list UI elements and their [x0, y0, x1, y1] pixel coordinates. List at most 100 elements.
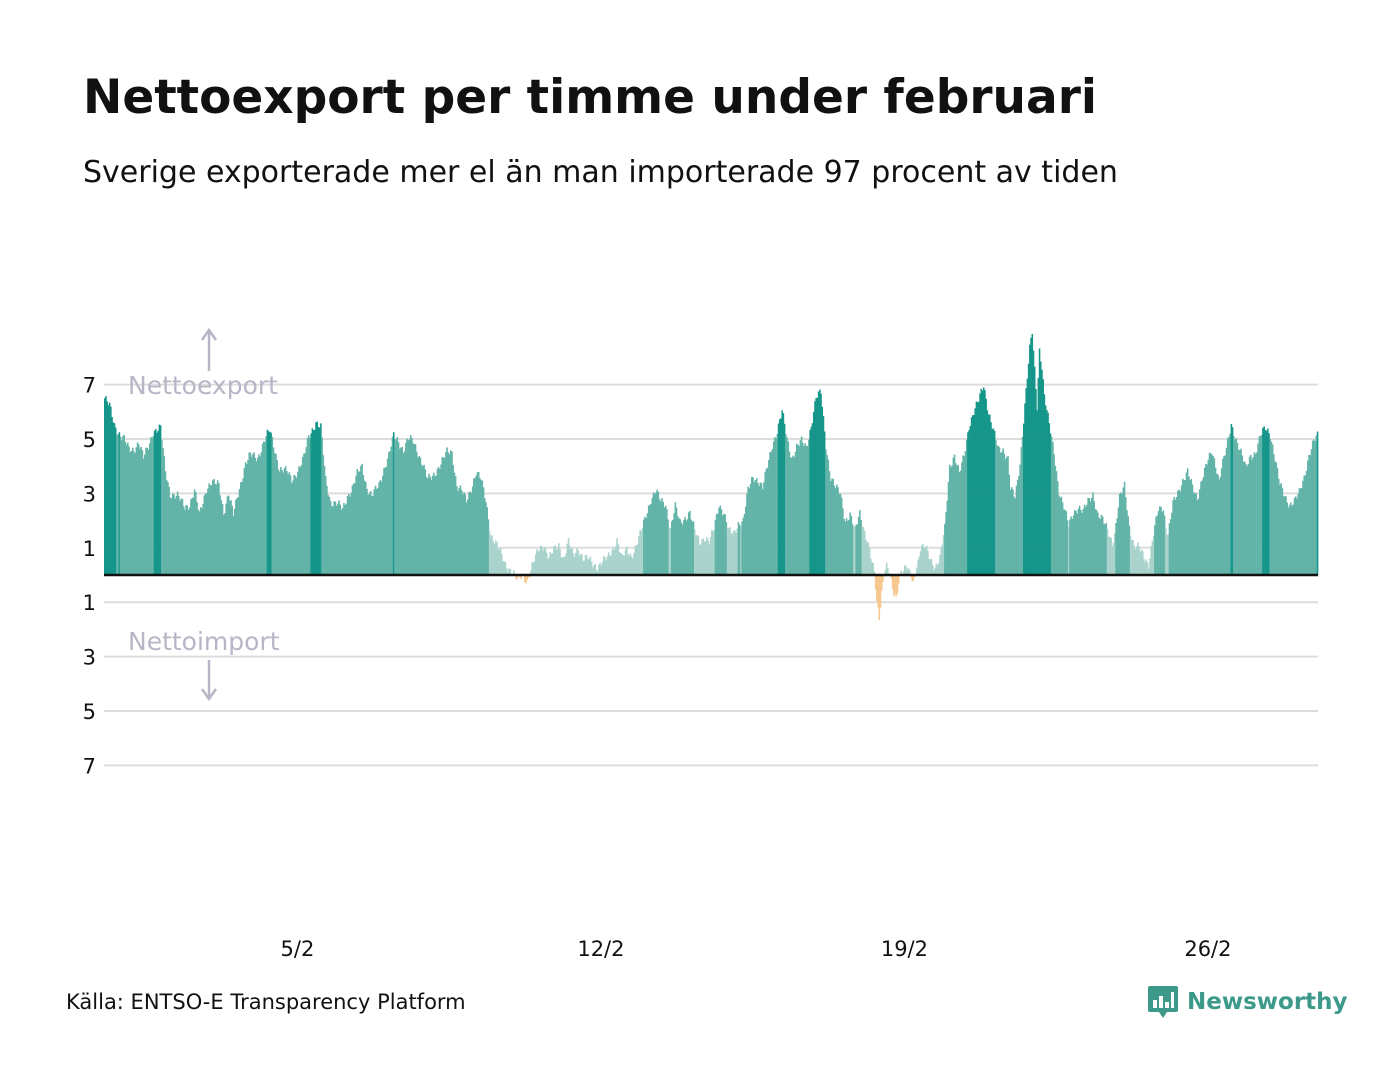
bar	[564, 556, 566, 575]
bar	[1106, 528, 1109, 575]
bar	[1310, 449, 1313, 575]
bar	[164, 471, 167, 575]
bar	[218, 483, 220, 575]
bar	[592, 567, 594, 575]
bar	[373, 489, 376, 575]
bar	[1179, 491, 1182, 575]
bar	[946, 500, 949, 575]
bar	[191, 498, 193, 575]
bar	[1029, 344, 1031, 575]
bar	[757, 483, 759, 575]
bar	[1246, 466, 1248, 575]
bar	[942, 534, 945, 575]
bar	[785, 434, 787, 575]
bar	[1307, 460, 1309, 575]
bar	[192, 497, 195, 575]
bar	[555, 549, 558, 575]
bar	[1043, 394, 1046, 575]
bar	[639, 529, 641, 575]
bar	[837, 487, 839, 575]
bar	[409, 435, 412, 575]
bar	[345, 503, 348, 575]
bar	[1218, 479, 1221, 575]
bar	[159, 425, 162, 575]
bar	[675, 507, 678, 575]
bar	[221, 504, 224, 575]
bar	[922, 543, 924, 575]
bar	[1128, 525, 1131, 575]
bar	[1297, 494, 1299, 575]
bar	[1305, 470, 1308, 575]
bar	[611, 550, 614, 575]
bar	[1146, 562, 1149, 575]
bar	[780, 418, 782, 575]
bar	[612, 547, 615, 575]
bar	[684, 517, 686, 575]
bar	[1178, 489, 1180, 575]
bar	[532, 562, 535, 575]
bar	[573, 556, 576, 575]
bar	[225, 503, 227, 575]
bar	[1263, 426, 1265, 575]
bar	[890, 575, 893, 579]
bar	[861, 526, 864, 575]
bar	[933, 570, 935, 575]
bar	[465, 502, 468, 575]
bar	[763, 482, 765, 575]
bar	[445, 451, 447, 575]
bar	[872, 562, 875, 575]
bar	[305, 447, 308, 575]
bar	[505, 568, 508, 575]
bar	[507, 571, 509, 575]
bar	[556, 548, 559, 575]
bar	[1121, 493, 1123, 575]
bar	[706, 537, 708, 575]
source-note: Källa: ENTSO-E Transparency Platform	[66, 990, 466, 1014]
x-tick-label: 26/2	[1184, 937, 1231, 961]
bar	[440, 464, 442, 575]
bar	[1041, 369, 1043, 575]
bar	[1097, 512, 1099, 575]
bar	[420, 464, 423, 575]
bar	[768, 459, 770, 575]
bar	[827, 459, 830, 575]
bar	[877, 575, 879, 608]
bar	[613, 549, 616, 575]
bar	[887, 568, 889, 575]
bar	[1286, 502, 1288, 575]
bar	[1056, 481, 1059, 575]
bar	[831, 478, 833, 575]
bar	[1111, 545, 1114, 575]
bar	[210, 485, 213, 575]
bar	[158, 424, 161, 575]
bar	[473, 478, 475, 575]
bar	[753, 482, 756, 575]
brand-logo[interactable]: Newsworthy	[1147, 984, 1348, 1020]
bar	[280, 467, 282, 575]
bar	[794, 451, 797, 575]
bar	[1149, 558, 1151, 575]
bar	[803, 446, 805, 575]
bar	[483, 498, 486, 575]
bar	[1042, 379, 1044, 575]
bar	[759, 482, 762, 575]
bar	[295, 477, 298, 575]
bar	[1217, 474, 1219, 575]
bar	[169, 497, 172, 575]
bar	[1089, 501, 1092, 575]
bar	[1148, 568, 1150, 575]
bar	[585, 555, 588, 575]
bar	[628, 556, 631, 575]
bar	[386, 458, 389, 575]
bar	[531, 562, 533, 575]
bar	[343, 502, 345, 575]
bar	[672, 519, 674, 575]
bar	[360, 465, 362, 575]
bar	[1169, 519, 1172, 575]
bar	[860, 520, 862, 575]
bar	[1015, 485, 1018, 575]
bar	[253, 452, 255, 575]
bar	[133, 451, 135, 575]
bar	[610, 555, 612, 575]
bar	[970, 417, 973, 575]
